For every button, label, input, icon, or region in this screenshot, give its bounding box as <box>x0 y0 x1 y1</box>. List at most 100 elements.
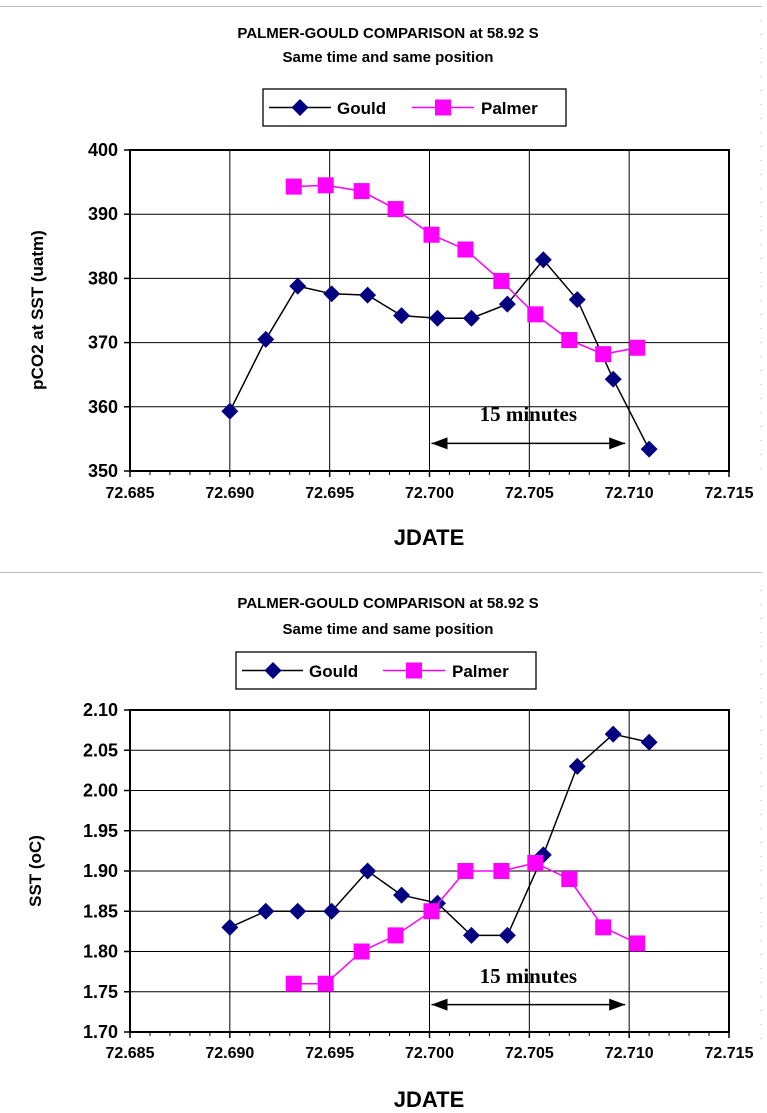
legend: Gould Palmer <box>262 88 567 127</box>
legend-label-palmer: Palmer <box>481 99 538 118</box>
point-gould <box>640 733 658 751</box>
x-tick-label: 72.705 <box>505 1045 554 1062</box>
point-palmer <box>423 903 440 920</box>
point-palmer <box>317 177 334 194</box>
chart-title: PALMER-GOULD COMPARISON at 58.92 S <box>237 25 538 42</box>
annotation-arrowhead-left <box>431 437 448 450</box>
point-gould <box>393 886 411 904</box>
chart-sst: PALMER-GOULD COMPARISON at 58.92 S Same … <box>26 595 754 1112</box>
x-tick-label: 72.690 <box>205 485 254 502</box>
point-palmer <box>629 339 646 356</box>
x-tick-label: 72.700 <box>405 1045 454 1062</box>
x-tick-label: 72.710 <box>605 485 654 502</box>
point-palmer <box>285 975 302 992</box>
point-gould <box>359 862 377 880</box>
annotation-label: 15 minutes <box>480 964 577 988</box>
legend-marker-gould <box>291 99 309 116</box>
annotation-arrowhead-right <box>609 437 626 450</box>
legend-label-gould: Gould <box>337 99 386 118</box>
point-gould <box>289 277 307 295</box>
point-palmer <box>595 919 612 936</box>
annotation-arrowhead-left <box>431 998 448 1011</box>
x-tick-label: 72.715 <box>705 485 754 502</box>
chart-title: PALMER-GOULD COMPARISON at 58.92 S <box>237 595 538 612</box>
y-tick-label: 1.90 <box>83 861 118 881</box>
point-palmer <box>493 863 510 879</box>
point-palmer <box>493 272 510 289</box>
x-tick-label: 72.715 <box>705 1045 754 1062</box>
point-gould <box>640 440 658 458</box>
legend-marker-gould <box>264 662 282 679</box>
plot-frame <box>129 709 730 1033</box>
legend-marker-palmer <box>406 662 422 679</box>
point-palmer <box>595 346 612 363</box>
x-tick-label: 72.705 <box>505 485 554 502</box>
chart-subtitle: Same time and same position <box>283 621 494 638</box>
x-tick-label: 72.690 <box>205 1045 254 1062</box>
y-tick-label: 1.95 <box>83 821 118 841</box>
y-tick-label: 350 <box>88 461 118 481</box>
y-tick-label: 370 <box>88 333 118 353</box>
y-tick-label: 390 <box>88 204 118 224</box>
point-gould <box>359 286 377 304</box>
plot-frame <box>129 149 730 472</box>
point-gould <box>498 295 516 313</box>
y-axis-label: pCO2 at SST (uatm) <box>28 230 47 390</box>
x-tick-label: 72.695 <box>305 1045 354 1062</box>
x-tick-label: 72.695 <box>305 485 354 502</box>
point-gould <box>393 307 411 325</box>
point-palmer <box>457 241 474 258</box>
point-gould <box>462 309 480 327</box>
y-tick-label: 400 <box>88 140 118 160</box>
y-tick-label: 360 <box>88 397 118 417</box>
point-gould <box>323 902 341 920</box>
point-palmer <box>353 943 370 960</box>
point-gould <box>257 330 275 348</box>
annotation-label: 15 minutes <box>480 402 577 426</box>
x-tick-label: 72.710 <box>605 1045 654 1062</box>
point-gould <box>221 918 239 936</box>
point-gould <box>604 370 622 388</box>
chart-subtitle: Same time and same position <box>283 49 494 66</box>
point-palmer <box>561 332 578 349</box>
y-tick-label: 1.80 <box>83 942 118 962</box>
point-palmer <box>387 201 404 218</box>
point-gould <box>289 902 307 920</box>
annotation-arrowhead-right <box>609 998 626 1011</box>
x-tick-label: 72.685 <box>106 1045 155 1062</box>
point-palmer <box>457 863 474 879</box>
legend-label-gould: Gould <box>309 662 358 681</box>
y-tick-label: 380 <box>88 268 118 288</box>
point-gould <box>498 926 516 944</box>
x-tick-label: 72.685 <box>106 485 155 502</box>
point-palmer <box>353 183 370 200</box>
x-axis-label: JDATE <box>394 1087 465 1112</box>
point-palmer <box>317 975 334 992</box>
y-tick-label: 1.75 <box>83 982 118 1002</box>
point-palmer <box>561 871 578 888</box>
point-gould <box>604 725 622 743</box>
y-tick-label: 2.00 <box>83 781 118 801</box>
legend-label-palmer: Palmer <box>452 662 509 681</box>
legend-marker-palmer <box>435 99 451 116</box>
point-gould <box>429 309 446 327</box>
y-tick-label: 1.85 <box>83 901 118 921</box>
legend: Gould Palmer <box>235 651 537 690</box>
point-palmer <box>423 226 440 243</box>
point-gould <box>221 402 239 420</box>
point-palmer <box>629 935 646 952</box>
x-axis-label: JDATE <box>394 525 465 550</box>
y-tick-label: 2.10 <box>83 700 118 720</box>
y-tick-label: 1.70 <box>83 1022 118 1042</box>
point-gould <box>257 902 275 920</box>
point-gould <box>462 926 480 944</box>
point-palmer <box>527 306 544 323</box>
x-tick-label: 72.700 <box>405 485 454 502</box>
point-palmer <box>285 178 302 195</box>
y-tick-label: 2.05 <box>83 740 118 760</box>
point-palmer <box>387 927 404 944</box>
point-palmer <box>527 854 544 871</box>
point-gould <box>323 285 341 303</box>
y-axis-label: SST (oC) <box>26 835 45 907</box>
